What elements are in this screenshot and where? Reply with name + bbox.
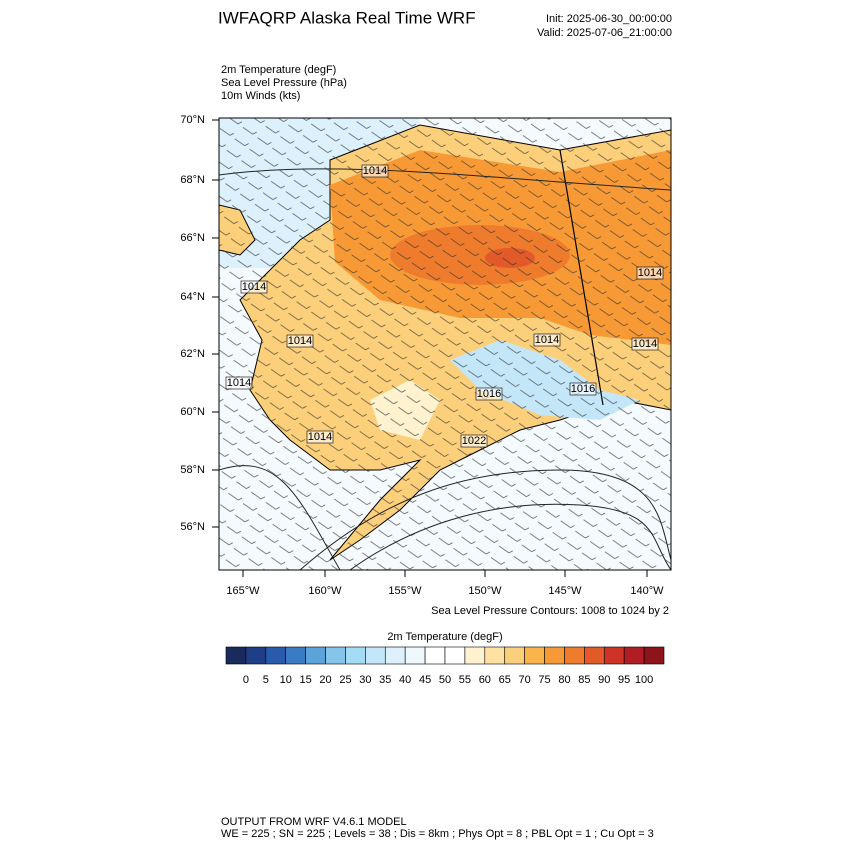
colorbar-label: 85 bbox=[578, 674, 590, 686]
colorbar-swatch bbox=[245, 646, 267, 665]
colorbar-swatch bbox=[584, 646, 605, 665]
contour-label: 1014 bbox=[242, 281, 266, 293]
contour-note: Sea Level Pressure Contours: 1008 to 102… bbox=[431, 605, 669, 617]
contour-label-box bbox=[460, 434, 488, 448]
colorbar-swatch bbox=[524, 646, 545, 665]
colorbar-label: 40 bbox=[399, 674, 411, 686]
colorbar-swatch bbox=[444, 646, 466, 665]
map-frame bbox=[218, 117, 672, 571]
contour-label: 1014 bbox=[535, 334, 559, 346]
contour-label: 1014 bbox=[633, 338, 657, 350]
lat-label: 66°N bbox=[180, 232, 205, 244]
lat-label: 60°N bbox=[180, 406, 205, 418]
lon-label: 150°W bbox=[468, 585, 502, 597]
colorbar-label: 15 bbox=[300, 674, 312, 686]
colorbar-swatch bbox=[404, 646, 426, 665]
lat-label: 62°N bbox=[180, 348, 205, 360]
colorbar-swatch bbox=[623, 646, 645, 665]
field-label: 2m Temperature (degF) bbox=[221, 64, 336, 76]
contour-label-box bbox=[631, 337, 659, 351]
colorbar-swatch bbox=[285, 646, 306, 665]
valid-time: Valid: 2025-07-06_21:00:00 bbox=[537, 27, 672, 39]
lon-label: 160°W bbox=[308, 585, 342, 597]
colorbar-swatch bbox=[564, 646, 585, 665]
contour-label: 1014 bbox=[363, 165, 387, 177]
colorbar-swatch bbox=[225, 646, 247, 665]
colorbar-label: 10 bbox=[280, 674, 292, 686]
contour-label: 1016 bbox=[477, 388, 501, 400]
colorbar-swatch bbox=[325, 646, 346, 665]
contour-label: 1014 bbox=[638, 267, 662, 279]
colorbar-label: 90 bbox=[598, 674, 610, 686]
colorbar-label: 65 bbox=[499, 674, 511, 686]
colorbar-swatch bbox=[464, 646, 486, 665]
footer: OUTPUT FROM WRF V4.6.1 MODEL bbox=[221, 816, 407, 828]
colorbar-swatch bbox=[305, 646, 326, 665]
colorbar-swatch bbox=[384, 646, 406, 665]
contour-label: 1014 bbox=[227, 377, 251, 389]
colorbar-label: 95 bbox=[618, 674, 630, 686]
map bbox=[219, 118, 671, 570]
colorbar-label: 75 bbox=[538, 674, 550, 686]
contour-label: 1022 bbox=[462, 435, 486, 447]
colorbar-swatch bbox=[603, 646, 625, 665]
contour-label-box bbox=[306, 430, 334, 444]
init-time: Init: 2025-06-30_00:00:00 bbox=[546, 13, 672, 25]
colorbar-label: 60 bbox=[479, 674, 491, 686]
colorbar-swatch bbox=[544, 646, 565, 665]
field-label: Sea Level Pressure (hPa) bbox=[221, 77, 347, 89]
colorbar-label: 70 bbox=[519, 674, 531, 686]
title: IWFAQRP Alaska Real Time WRF bbox=[218, 8, 476, 27]
lon-label: 145°W bbox=[548, 585, 582, 597]
colorbar-swatch bbox=[504, 646, 525, 665]
colorbar-swatch bbox=[643, 646, 665, 665]
colorbar-label: 45 bbox=[419, 674, 431, 686]
contour-label-box bbox=[361, 164, 389, 178]
colorbar-swatch bbox=[424, 646, 446, 665]
field-label: 10m Winds (kts) bbox=[221, 90, 300, 102]
colorbar-swatch bbox=[365, 646, 386, 665]
contour-label-box bbox=[533, 333, 561, 347]
footer: WE = 225 ; SN = 225 ; Levels = 38 ; Dis … bbox=[221, 828, 654, 840]
lat-label: 64°N bbox=[180, 291, 205, 303]
colorbar-label: 5 bbox=[263, 674, 269, 686]
colorbar-label: 80 bbox=[558, 674, 570, 686]
colorbar-label: 0 bbox=[243, 674, 249, 686]
lon-label: 165°W bbox=[226, 585, 260, 597]
colorbar-label: 50 bbox=[439, 674, 451, 686]
contour-label: 1016 bbox=[571, 383, 595, 395]
contour-label-box bbox=[240, 280, 268, 294]
colorbar-label: 30 bbox=[359, 674, 371, 686]
lat-label: 58°N bbox=[180, 464, 205, 476]
contour-label: 1014 bbox=[288, 335, 312, 347]
lon-label: 140°W bbox=[630, 585, 664, 597]
contour-label-box bbox=[475, 387, 503, 401]
colorbar-swatch bbox=[265, 646, 287, 665]
colorbar-swatch bbox=[484, 646, 506, 665]
lon-label: 155°W bbox=[388, 585, 422, 597]
contour-label-box bbox=[286, 334, 314, 348]
contour-label-box bbox=[636, 266, 664, 280]
colorbar-title: 2m Temperature (degF) bbox=[387, 631, 502, 643]
contour-label-box bbox=[569, 382, 597, 396]
colorbar-label: 35 bbox=[379, 674, 391, 686]
lat-label: 56°N bbox=[180, 521, 205, 533]
lat-label: 70°N bbox=[180, 114, 205, 126]
contour-label: 1014 bbox=[308, 431, 332, 443]
colorbar-label: 25 bbox=[339, 674, 351, 686]
contour-label-box bbox=[225, 376, 253, 390]
lat-label: 68°N bbox=[180, 174, 205, 186]
colorbar-label: 100 bbox=[635, 674, 653, 686]
colorbar-swatch bbox=[345, 646, 366, 665]
colorbar-label: 55 bbox=[459, 674, 471, 686]
colorbar-label: 20 bbox=[319, 674, 331, 686]
